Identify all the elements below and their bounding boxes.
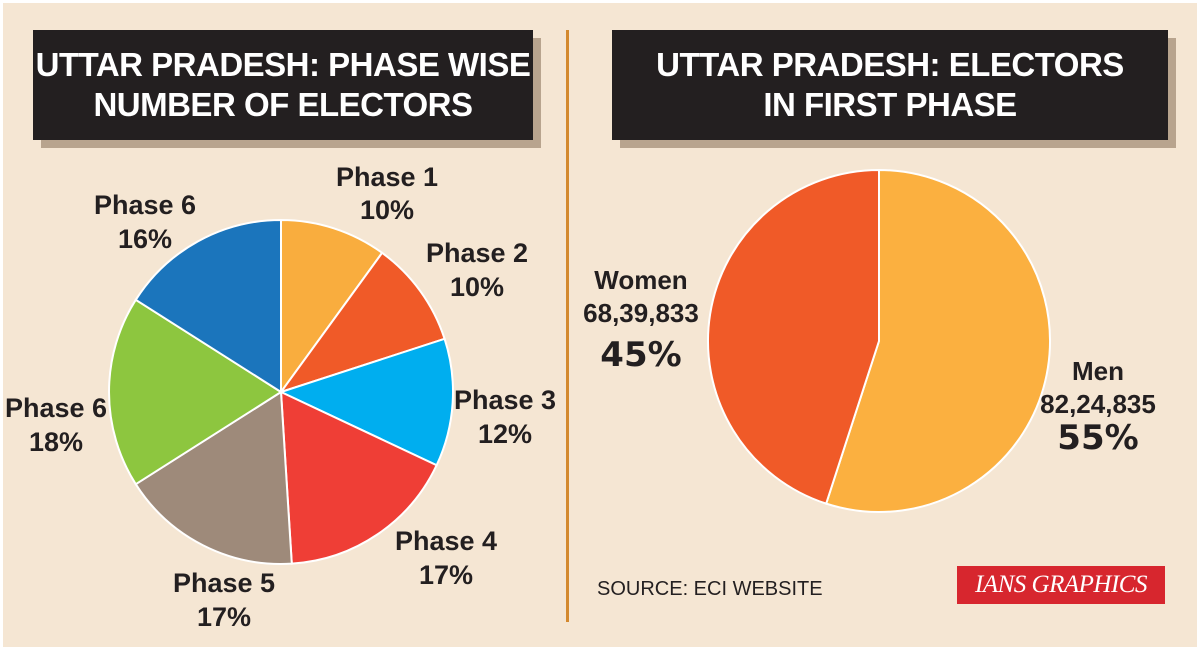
slice-label-percent: 17% — [197, 602, 251, 632]
phase-6-blue-label: Phase 6 16% — [94, 190, 196, 254]
slice-label-name: Phase 4 — [395, 526, 497, 556]
pie-slice-phase-1-0 — [280, 218, 384, 396]
slice-label-name: Phase 5 — [173, 568, 275, 598]
slice-label-name: Phase 6 — [5, 393, 107, 423]
pie-slice-men-0 — [824, 168, 1052, 513]
pie-slice-phase-6-5 — [108, 298, 283, 486]
phase-4-label: Phase 4 17% — [395, 526, 497, 590]
slice-label-name: Phase 2 — [426, 238, 528, 268]
phase-3-label: Phase 3 12% — [454, 385, 556, 449]
slice-label-count: 68,39,833 — [583, 298, 699, 328]
phase-5-label: Phase 5 17% — [173, 568, 275, 632]
panel-divider — [566, 30, 569, 622]
slice-label-percent: 17% — [419, 560, 473, 590]
slice-label-percent: 18% — [29, 427, 83, 457]
pie-slice-phase-6-6 — [134, 218, 282, 394]
right-chart-title: UTTAR PRADESH: ELECTORS IN FIRST PHASE — [612, 30, 1168, 140]
pie-slice-phase-3-2 — [278, 337, 454, 467]
slice-label-name: Women — [594, 265, 687, 295]
ians-graphics-logo: IANS GRAPHICS — [957, 566, 1165, 604]
slice-label-name: Phase 3 — [454, 385, 556, 415]
pie-slice-phase-4-3 — [279, 390, 438, 565]
slice-label-percent: 16% — [118, 224, 172, 254]
slice-label-count: 82,24,835 — [1040, 389, 1156, 419]
slice-label-name: Phase 6 — [94, 190, 196, 220]
slice-label-percent: 45% — [600, 335, 681, 375]
pie-slice-phase-2-1 — [278, 251, 446, 394]
men-label: Men 82,24,835 55% — [1040, 356, 1156, 458]
left-chart-title: UTTAR PRADESH: PHASE WISE NUMBER OF ELEC… — [33, 30, 533, 140]
slice-label-percent: 10% — [360, 195, 414, 225]
phase-2-label: Phase 2 10% — [426, 238, 528, 302]
electors-pie-chart — [707, 168, 1052, 513]
slice-label-name: Phase 1 — [336, 162, 438, 192]
phase-6-green-label: Phase 6 18% — [5, 393, 107, 457]
phase-1-label: Phase 1 10% — [336, 162, 438, 225]
pie-slice-phase-5-4 — [134, 390, 293, 565]
women-label: Women 68,39,833 45% — [583, 265, 699, 375]
slice-label-percent: 10% — [450, 272, 504, 302]
phase-pie-chart — [108, 218, 454, 565]
slice-label-percent: 55% — [1057, 418, 1138, 458]
slice-label-percent: 12% — [478, 419, 532, 449]
source-note: SOURCE: ECI WEBSITE — [597, 578, 823, 600]
slice-label-name: Men — [1072, 356, 1124, 386]
pie-slice-women-1 — [707, 168, 880, 505]
